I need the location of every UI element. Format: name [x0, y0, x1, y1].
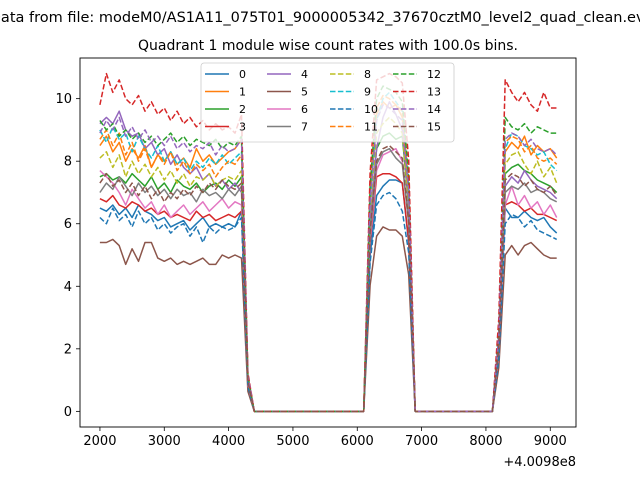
x-tick-label: 7000 [405, 434, 438, 449]
series-line-4 [99, 101, 558, 413]
legend-label-3: 3 [239, 121, 246, 134]
x-tick-label: 3000 [148, 434, 181, 449]
x-tick-label: 9000 [534, 434, 567, 449]
x-offset-label: +4.0098e8 [503, 455, 576, 470]
x-axis: 2000 3000 4000 5000 6000 7000 8000 9000 [83, 427, 567, 449]
legend-label-14: 14 [427, 103, 441, 116]
series-line-10 [99, 191, 558, 413]
series-line-3 [99, 172, 558, 413]
plot-frame [79, 57, 577, 428]
y-tick-label: 4 [64, 280, 72, 295]
legend-label-4: 4 [301, 68, 308, 81]
legend-label-5: 5 [301, 86, 308, 99]
x-tick-label: 8000 [469, 434, 502, 449]
legend-label-9: 9 [364, 86, 371, 99]
x-tick-label: 4000 [212, 434, 245, 449]
y-tick-label: 8 [64, 155, 72, 170]
legend-label-8: 8 [364, 68, 371, 81]
y-tick-label: 10 [55, 92, 72, 107]
series-line-11 [99, 94, 558, 413]
x-tick-label: 2000 [83, 434, 116, 449]
legend-label-15: 15 [427, 121, 441, 134]
series-line-14 [99, 104, 558, 413]
legend-label-10: 10 [364, 103, 378, 116]
legend-label-13: 13 [427, 86, 441, 99]
series-line-15 [99, 144, 558, 413]
series-line-5 [99, 226, 557, 413]
legend-label-0: 0 [239, 68, 246, 81]
legend-label-6: 6 [301, 103, 308, 116]
x-tick-label: 6000 [341, 434, 374, 449]
legend-label-12: 12 [427, 68, 441, 81]
legend-label-7: 7 [301, 121, 308, 134]
legend-label-11: 11 [364, 121, 378, 134]
chart-title: Quadrant 1 module wise count rates with … [138, 38, 518, 54]
y-tick-label: 2 [64, 342, 72, 357]
y-tick-label: 6 [64, 217, 72, 232]
y-tick-label: 0 [64, 405, 72, 420]
y-axis: 0 2 4 6 8 10 [55, 92, 80, 420]
plot-lines [99, 72, 558, 413]
legend-label-2: 2 [239, 103, 246, 116]
series-line-1 [99, 101, 558, 413]
chart-suptitle: Data from file: modeM0/AS1A11_075T01_900… [0, 10, 640, 26]
series-line-8 [99, 116, 558, 413]
legend-label-1: 1 [239, 86, 246, 99]
legend-box [200, 62, 455, 143]
x-tick-label: 5000 [276, 434, 309, 449]
